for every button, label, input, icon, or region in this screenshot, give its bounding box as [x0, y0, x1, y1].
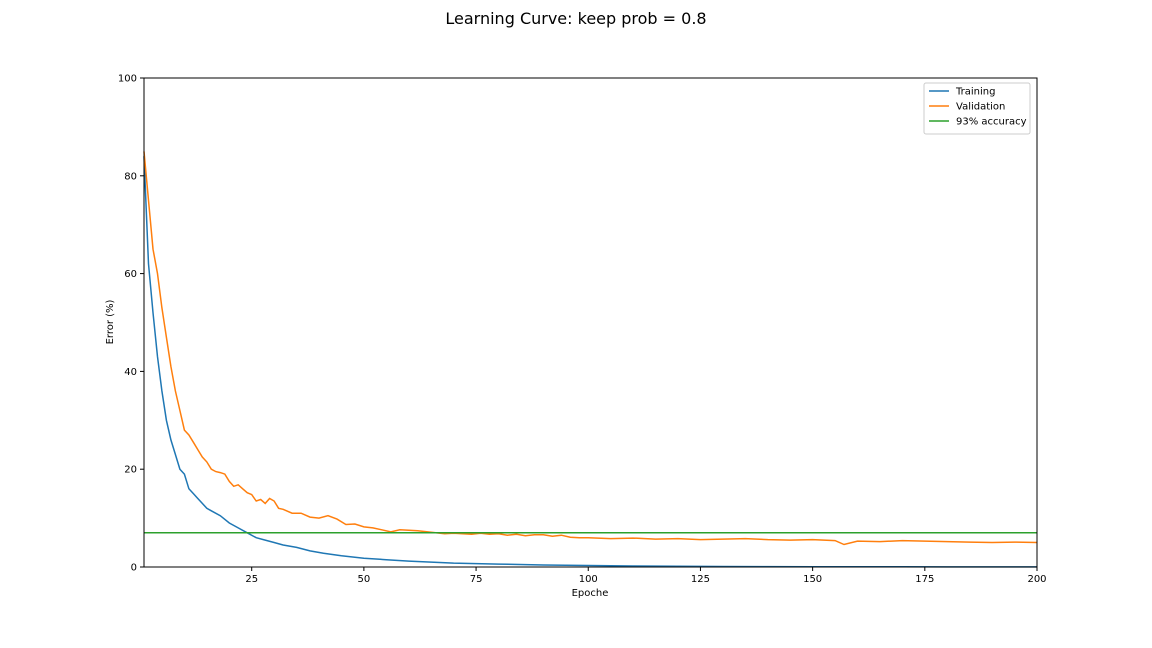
y-axis: 0 20 40 60 80 100	[118, 74, 144, 574]
x-tick-label: 50	[358, 574, 371, 585]
y-tick-label: 20	[124, 465, 137, 476]
legend: Training Validation 93% accuracy	[923, 82, 1031, 135]
x-axis: 25 50 75 100 125 150 175 200	[245, 567, 1047, 585]
x-tick-label: 200	[1027, 574, 1046, 585]
y-tick-label: 0	[131, 563, 137, 574]
plot-frame	[143, 77, 1038, 568]
legend-label-93-accuracy: 93% accuracy	[956, 117, 1027, 128]
x-tick-label: 100	[579, 574, 598, 585]
y-tick-label: 60	[124, 269, 137, 280]
y-tick-label: 100	[118, 74, 137, 85]
y-axis-label: Error (%)	[105, 299, 116, 344]
legend-label-validation: Validation	[956, 102, 1005, 113]
legend-label-training: Training	[955, 87, 995, 98]
chart-title: Learning Curve: keep prob = 0.8	[445, 9, 707, 28]
series-line-validation	[143, 151, 1038, 546]
plot-lines	[143, 151, 1038, 568]
x-tick-label: 75	[470, 574, 483, 585]
x-tick-label: 25	[245, 574, 258, 585]
legend-box	[923, 82, 1031, 135]
y-tick-label: 40	[124, 367, 137, 378]
x-tick-label: 175	[915, 574, 934, 585]
x-tick-label: 150	[803, 574, 822, 585]
series-line-training	[143, 156, 1037, 568]
y-tick-label: 80	[124, 171, 137, 182]
x-axis-label: Epoche	[572, 588, 609, 599]
x-tick-label: 125	[691, 574, 710, 585]
